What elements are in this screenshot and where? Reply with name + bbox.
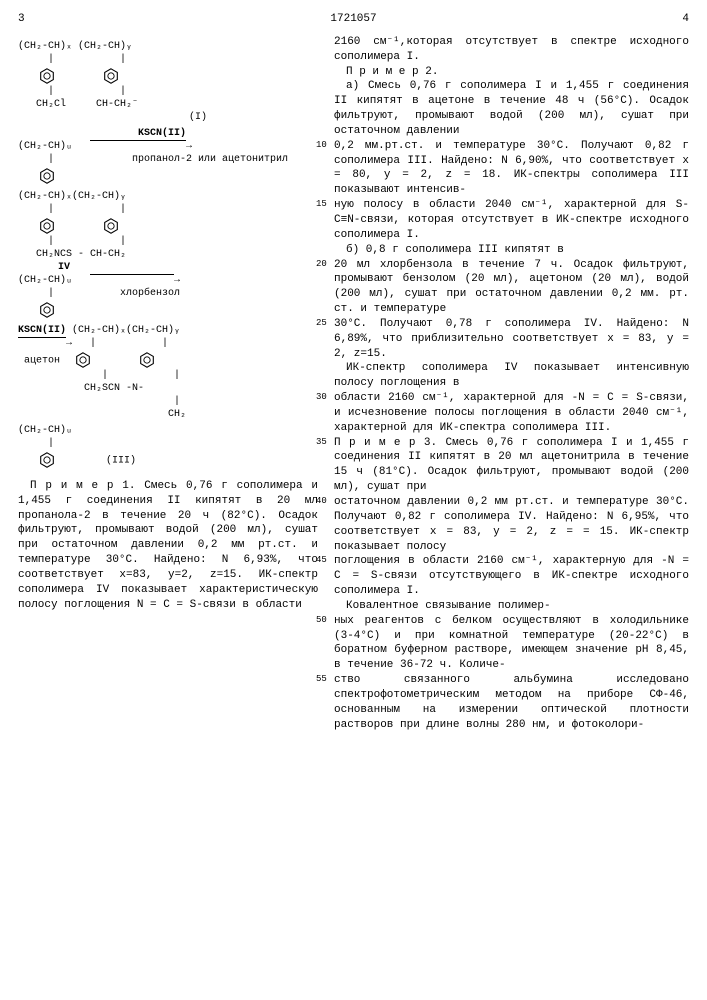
struct3-label: IV	[58, 262, 70, 273]
benzene-ring-icon	[38, 451, 56, 469]
reagent-kscn: KSCN(II)	[138, 128, 186, 139]
line-num-40: 40	[316, 495, 330, 507]
struct4: (CH₂-CH)ᵤ	[18, 275, 72, 286]
struct3-sub2: CH-CH₂	[90, 249, 126, 260]
line-num-20: 20	[316, 258, 330, 270]
line-num-35: 35	[316, 436, 330, 448]
example3: П р и м е р 3. Смесь 0,76 г сополимера I…	[334, 437, 689, 494]
line-num-10: 10	[316, 139, 330, 151]
struct5-main: (CH₂-CH)ₓ(CH₂-CH)ᵧ	[72, 325, 180, 336]
page-num-right: 4	[682, 12, 689, 27]
benzene-ring-icon	[38, 167, 56, 185]
left-column: (CH₂-CH)ₓ (CH₂-CH)ᵧ | | | | CH₂Cl CH-CH₂…	[18, 35, 318, 733]
benzene-ring-icon	[102, 217, 120, 235]
line-num-45: 45	[316, 554, 330, 566]
covalent-para: Ковалентное связывание полимер-	[334, 599, 689, 614]
right-column: 2160 см⁻¹,которая отсутствует в спектре …	[334, 35, 689, 733]
struct2: (CH₂-CH)ᵤ	[18, 141, 72, 152]
page-num-left: 3	[18, 12, 25, 27]
benzene-ring-icon	[38, 217, 56, 235]
reagent-kscn2: KSCN(II)	[18, 325, 66, 336]
struct3-main: (CH₂-CH)ₓ(CH₂-CH)ᵧ	[18, 191, 126, 202]
struct1-label: (I)	[78, 112, 318, 124]
ex2b-cont2: 30°C. Получают 0,78 г сополимера IV. Най…	[334, 318, 689, 360]
example2b: б) 0,8 г сополимера III кипятят в	[334, 243, 689, 258]
line-num-25: 25	[316, 317, 330, 329]
page-header: 3 1721057 4	[18, 12, 689, 27]
benzene-ring-icon	[138, 351, 156, 369]
example2a: а) Смесь 0,76 г сополимера I и 1,455 г с…	[334, 79, 689, 138]
example2-header: П р и м е р 2.	[334, 65, 689, 80]
covalent-cont2: ство связанного альбумина исследовано сп…	[334, 674, 689, 731]
struct5-sub3: CH₂	[168, 409, 186, 420]
struct5-sub1: CH₂SCN	[84, 383, 120, 394]
chemical-scheme: (CH₂-CH)ₓ (CH₂-CH)ᵧ | | | | CH₂Cl CH-CH₂…	[18, 41, 318, 469]
line-num-30: 30	[316, 391, 330, 403]
solvent2-label: хлорбензол	[120, 288, 180, 299]
ex2a-cont2: ную полосу в области 2040 см⁻¹, характер…	[334, 199, 689, 241]
covalent-cont: ных реагентов с белком осуществляют в хо…	[334, 615, 689, 672]
struct1-sub2: CH-CH₂⁻	[96, 99, 138, 110]
solvent3-label: ацетон	[24, 355, 60, 366]
example-1-text: П р и м е р 1. Смесь 0,76 г сополимера и…	[18, 479, 318, 613]
benzene-ring-icon	[38, 67, 56, 85]
struct1-sub1: CH₂Cl	[36, 99, 66, 110]
ex3-cont2: поглощения в области 2160 см⁻¹, характер…	[334, 555, 689, 597]
line-num-15: 15	[316, 198, 330, 210]
structure-1-backbone: (CH₂-CH)ₓ (CH₂-CH)ᵧ	[18, 41, 318, 53]
struct6-label: (III)	[106, 455, 136, 466]
two-column-layout: (CH₂-CH)ₓ (CH₂-CH)ᵧ | | | | CH₂Cl CH-CH₂…	[18, 35, 689, 733]
ex2b-cont4: области 2160 см⁻¹, характерной для -N = …	[334, 392, 689, 434]
ex2b-cont3: ИК-спектр сополимера IV показывает интен…	[334, 361, 689, 391]
ex3-cont: остаточном давлении 0,2 мм рт.ст. и темп…	[334, 496, 689, 553]
benzene-ring-icon	[38, 301, 56, 319]
line-num-50: 50	[316, 614, 330, 626]
benzene-ring-icon	[74, 351, 92, 369]
ex2b-cont: 20 мл хлорбензола в течение 7 ч. Осадок …	[334, 259, 689, 316]
struct3-sub1: CH₂NCS	[36, 249, 72, 260]
benzene-ring-icon	[102, 67, 120, 85]
struct5-sub2: -N-	[126, 383, 144, 394]
line-continuation: 2160 см⁻¹,которая отсутствует в спектре …	[334, 35, 689, 65]
struct6: (CH₂-CH)ᵤ	[18, 425, 72, 436]
solvent1-label: пропанол-2 или ацетонитрил	[132, 154, 288, 165]
line-num-55: 55	[316, 673, 330, 685]
patent-number: 1721057	[330, 12, 376, 27]
ex2a-cont: 0,2 мм.рт.ст. и температуре 30°C. Получа…	[334, 140, 689, 197]
